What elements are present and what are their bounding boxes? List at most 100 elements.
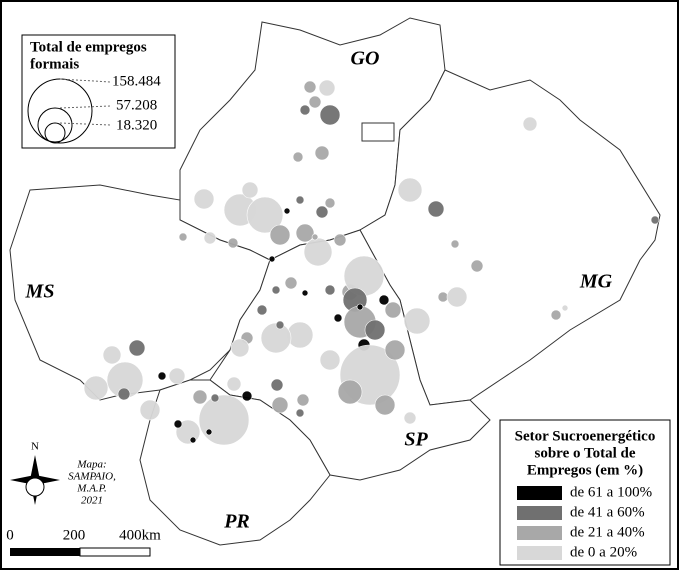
bubble (269, 224, 291, 246)
bubble (364, 319, 386, 341)
bubble (561, 304, 569, 312)
legend-title: formais (30, 56, 79, 72)
bubble (295, 408, 305, 418)
legend-title: sobre o Total de (535, 445, 636, 461)
credit: Mapa: SAMPAIO, M.A.P. 2021 (68, 459, 116, 507)
bubble (168, 367, 186, 385)
bubble (270, 378, 284, 392)
compass-label: N (31, 441, 39, 453)
bubble (356, 303, 364, 311)
legend-label: de 61 a 100% (570, 484, 652, 500)
bubble (374, 394, 396, 416)
credit-line: M.A.P. (76, 483, 106, 495)
state-mg (359, 69, 661, 406)
credit-line: SAMPAIO, (68, 471, 116, 483)
legend-label: de 21 a 40% (570, 524, 645, 540)
bubble (227, 237, 239, 249)
bubble (198, 394, 250, 446)
df (361, 122, 395, 142)
bubble (295, 223, 315, 243)
bubble (303, 80, 317, 94)
legend-swatch (517, 526, 562, 540)
bubble (139, 399, 161, 421)
legend-title: Empregos (em %) (527, 462, 643, 478)
bubble (299, 104, 311, 116)
bubble (271, 285, 281, 295)
bubble (275, 320, 285, 330)
legend-title: Total de empregos (30, 39, 147, 55)
region-label: MS (25, 281, 55, 303)
bubble (268, 255, 276, 263)
scale-label: 200 (63, 527, 86, 543)
bubble (303, 237, 333, 267)
bubble (308, 95, 322, 109)
bubble (650, 215, 660, 225)
compass: N (10, 441, 60, 505)
legend-value: 57.208 (116, 97, 157, 113)
bubble (241, 181, 259, 199)
bubble (271, 396, 289, 414)
bubble (522, 116, 538, 132)
bubble (324, 197, 336, 209)
bubble (102, 345, 122, 365)
bubble (241, 390, 253, 402)
bubble (284, 276, 298, 290)
bubble (384, 301, 402, 319)
bubble (193, 188, 215, 210)
legend-circle (44, 122, 66, 144)
legend-value: 158.484 (112, 73, 161, 89)
scale-label: 400km (119, 527, 161, 543)
bubble (333, 233, 347, 247)
bubble (446, 286, 468, 308)
bubble (337, 379, 363, 405)
bubble (210, 393, 220, 403)
legend-swatch (517, 546, 562, 560)
legend-box (21, 34, 176, 149)
bubble (283, 207, 291, 215)
bubble (319, 349, 341, 371)
bubble (292, 151, 304, 163)
bubble (173, 419, 183, 429)
region-labels: GO MS MG SP PR (25, 48, 613, 533)
bubble (83, 375, 109, 401)
bubble (437, 291, 449, 303)
bubble (384, 339, 406, 361)
bubble (403, 411, 417, 425)
legend-circle (37, 107, 73, 143)
bubble (427, 200, 445, 218)
legend-value: 18.320 (116, 117, 157, 133)
bubble (203, 231, 217, 245)
size-legend: Total de empregos formais 158.484 57.208… (21, 34, 176, 149)
class-legend: Setor Sucroenergético sobre o Total de E… (499, 419, 671, 566)
legend-title: Setor Sucroenergético (515, 428, 656, 444)
credit-line: 2021 (81, 495, 103, 507)
bubble (397, 177, 423, 203)
bubble (315, 205, 329, 219)
bubble (157, 371, 167, 381)
bubble (260, 322, 292, 354)
bubble (378, 294, 390, 306)
bubble (403, 307, 431, 335)
bubble (178, 232, 188, 242)
legend-swatch (517, 486, 562, 500)
bubble (470, 259, 484, 273)
scale-label: 0 (6, 527, 14, 543)
bubble (450, 239, 460, 249)
scale-bar: 0 200 400km (6, 527, 161, 557)
region-label: MG (579, 271, 613, 293)
bubble (189, 436, 197, 444)
legend-label: de 0 a 20% (570, 544, 637, 560)
bubbles (83, 79, 660, 446)
region-label: GO (351, 48, 380, 70)
bubble (230, 338, 250, 358)
bubble (226, 376, 242, 392)
bubble (301, 289, 309, 297)
bubble (296, 393, 310, 407)
bubble (311, 233, 319, 241)
credit-line: Mapa: (76, 459, 106, 471)
bubble (295, 195, 305, 205)
region-label: SP (404, 429, 428, 451)
bubble (192, 389, 208, 405)
bubble (318, 79, 336, 97)
